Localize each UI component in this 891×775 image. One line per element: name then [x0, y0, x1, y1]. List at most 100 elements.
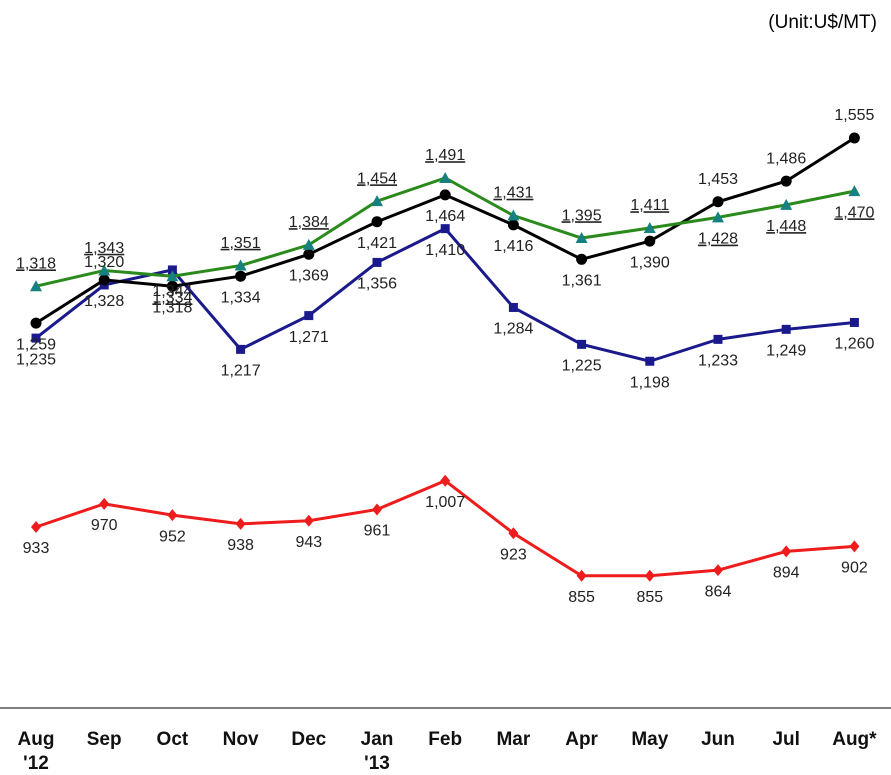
marker — [713, 334, 723, 344]
data-label: 902 — [841, 560, 868, 577]
marker — [372, 257, 382, 267]
data-label: 1,410 — [425, 242, 465, 259]
marker — [439, 189, 451, 201]
marker — [166, 270, 179, 282]
data-label: 1,428 — [698, 231, 738, 248]
marker — [371, 216, 383, 228]
data-label: 952 — [159, 528, 186, 545]
data-label: 1,249 — [766, 343, 806, 360]
data-label: 1,453 — [698, 171, 738, 188]
data-label: 1,431 — [493, 185, 533, 202]
marker — [234, 259, 247, 271]
data-label: 1,225 — [562, 358, 602, 375]
data-label: 1,416 — [493, 238, 533, 255]
marker — [848, 132, 860, 144]
unit-note: (Unit:U$/MT) — [768, 12, 877, 33]
data-label: 1,198 — [630, 374, 670, 391]
marker — [507, 209, 520, 221]
data-label: 1,320 — [84, 254, 124, 271]
data-label: 961 — [364, 523, 391, 540]
data-label: 855 — [568, 589, 595, 606]
marker — [781, 545, 792, 558]
data-label: 1,271 — [289, 329, 329, 346]
data-label: 1,260 — [834, 336, 874, 353]
data-label: 1,421 — [357, 235, 397, 252]
marker — [781, 324, 791, 334]
data-label: 1,464 — [425, 208, 465, 225]
marker — [712, 196, 724, 208]
data-label: 1,390 — [630, 254, 670, 271]
marker — [643, 222, 656, 234]
x-tick-label: May — [631, 729, 669, 750]
marker — [780, 175, 792, 187]
data-label: 1,384 — [289, 214, 329, 231]
data-label: 1,411 — [630, 197, 669, 214]
marker — [304, 311, 314, 321]
data-label: 1,328 — [84, 293, 124, 310]
x-tick-label: Jul — [772, 729, 800, 750]
data-label: 943 — [295, 534, 322, 551]
x-tick-label: Aug* — [832, 729, 877, 750]
x-tick-label: Apr — [565, 729, 598, 750]
marker — [167, 265, 177, 275]
x-tick-label: Jun — [701, 729, 735, 750]
data-label: 1,284 — [493, 321, 533, 338]
data-label: 855 — [636, 589, 663, 606]
x-tick-label: Feb — [428, 729, 463, 750]
x-tick-label: Oct — [156, 729, 189, 750]
x-tick-label: Jan '13 — [360, 729, 394, 774]
marker — [849, 317, 859, 327]
marker — [30, 317, 42, 329]
marker — [235, 270, 247, 282]
marker — [575, 232, 588, 244]
marker — [645, 356, 655, 366]
data-label: 1,470 — [834, 204, 874, 221]
marker — [644, 235, 656, 247]
x-tick-label: Aug '12 — [17, 729, 55, 774]
data-label: 1,356 — [357, 276, 397, 293]
x-tick-label: Nov — [222, 729, 259, 750]
marker — [235, 517, 246, 530]
marker — [372, 503, 382, 516]
marker — [166, 280, 178, 292]
data-label: 1,259 — [16, 336, 56, 353]
data-label: 1,235 — [16, 351, 56, 368]
data-label: 1,233 — [698, 353, 738, 370]
marker — [440, 474, 451, 487]
marker — [236, 344, 246, 354]
data-label: 1,343 — [84, 240, 124, 257]
data-label: 923 — [500, 546, 527, 563]
marker — [440, 224, 450, 234]
data-label: 1,318 — [16, 255, 56, 272]
x-tick-label: Sep — [86, 729, 122, 750]
marker — [371, 195, 383, 207]
data-label: 970 — [91, 517, 118, 534]
data-label: 1,454 — [357, 170, 397, 187]
marker — [439, 171, 452, 183]
data-label: 1,369 — [289, 268, 329, 285]
marker — [713, 564, 723, 577]
data-label: 938 — [227, 537, 254, 554]
data-label: 1,318 — [152, 299, 192, 316]
data-label: 864 — [705, 583, 732, 600]
marker — [508, 527, 519, 540]
data-label: 1,344 — [152, 283, 192, 300]
marker — [167, 509, 178, 522]
marker — [98, 264, 111, 276]
data-label: 1,491 — [425, 147, 465, 164]
data-label: 1,395 — [562, 207, 602, 224]
marker — [303, 248, 315, 260]
marker — [780, 198, 793, 210]
marker — [644, 569, 655, 582]
marker — [303, 514, 314, 527]
marker — [30, 280, 42, 292]
data-label: 894 — [773, 565, 800, 582]
marker — [302, 238, 315, 250]
x-tick-label: Dec — [291, 729, 327, 750]
marker — [576, 569, 587, 582]
data-label: 1,217 — [221, 363, 261, 380]
data-label: 1,351 — [221, 235, 261, 252]
marker — [31, 333, 41, 343]
